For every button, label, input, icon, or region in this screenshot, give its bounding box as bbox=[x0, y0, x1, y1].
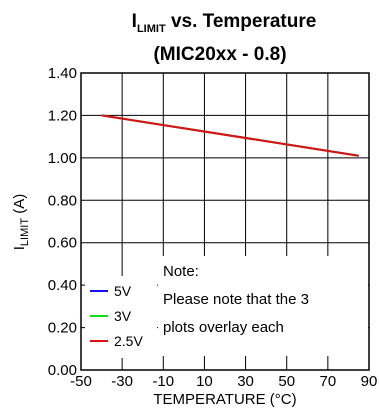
y-tick-label: 0.00 bbox=[48, 362, 77, 379]
y-tick-label: 0.60 bbox=[48, 235, 77, 252]
x-tick-label: 10 bbox=[196, 373, 213, 390]
x-tick-label: -30 bbox=[111, 373, 133, 390]
legend-label-2-5v: 2.5V bbox=[114, 333, 143, 349]
note-line-1: Note: bbox=[163, 263, 199, 280]
x-tick-label: 70 bbox=[320, 373, 337, 390]
series-line-2-5v bbox=[101, 114, 359, 157]
y-tick-label: 0.40 bbox=[48, 277, 77, 294]
legend: 5V 3V 2.5V bbox=[85, 276, 157, 358]
title-subscript: LIMIT bbox=[137, 23, 166, 35]
x-tick-label: 30 bbox=[237, 373, 254, 390]
y-tick-label: 0.80 bbox=[48, 192, 77, 209]
y-axis-label: ILIMIT (A) bbox=[11, 194, 31, 250]
legend-label-5v: 5V bbox=[114, 283, 132, 299]
x-tick-label: -10 bbox=[152, 373, 174, 390]
y-tick-label: 1.20 bbox=[48, 107, 77, 124]
y-tick-label: 1.00 bbox=[48, 150, 77, 167]
x-tick-label: -50 bbox=[70, 373, 92, 390]
title-main: I bbox=[132, 11, 137, 32]
note-line-3: plots overlay each bbox=[163, 319, 284, 336]
title-rest: vs. Temperature bbox=[166, 11, 317, 32]
x-tick-label: 50 bbox=[278, 373, 295, 390]
note-background bbox=[158, 256, 368, 356]
x-axis-label: TEMPERATURE (°C) bbox=[153, 391, 296, 408]
tick-labels: -50 -30 -10 10 30 50 70 90 0.00 0.20 0.40 0.60 0.80 1… bbox=[48, 65, 378, 390]
chart-title-line2: (MIC20xx - 0.8) bbox=[153, 44, 286, 65]
y-tick-label: 0.20 bbox=[48, 320, 77, 337]
chart-title: ILIMIT vs. Temperature bbox=[132, 11, 317, 35]
legend-label-3v: 3V bbox=[114, 308, 132, 324]
plot-frame bbox=[80, 72, 370, 371]
note-box: Note: Please note that the 3 plots overl… bbox=[158, 256, 368, 356]
x-tick-label: 90 bbox=[361, 373, 378, 390]
y-tick-label: 1.40 bbox=[48, 65, 77, 82]
note-line-2: Please note that the 3 bbox=[163, 291, 309, 308]
series-layer bbox=[101, 114, 359, 157]
